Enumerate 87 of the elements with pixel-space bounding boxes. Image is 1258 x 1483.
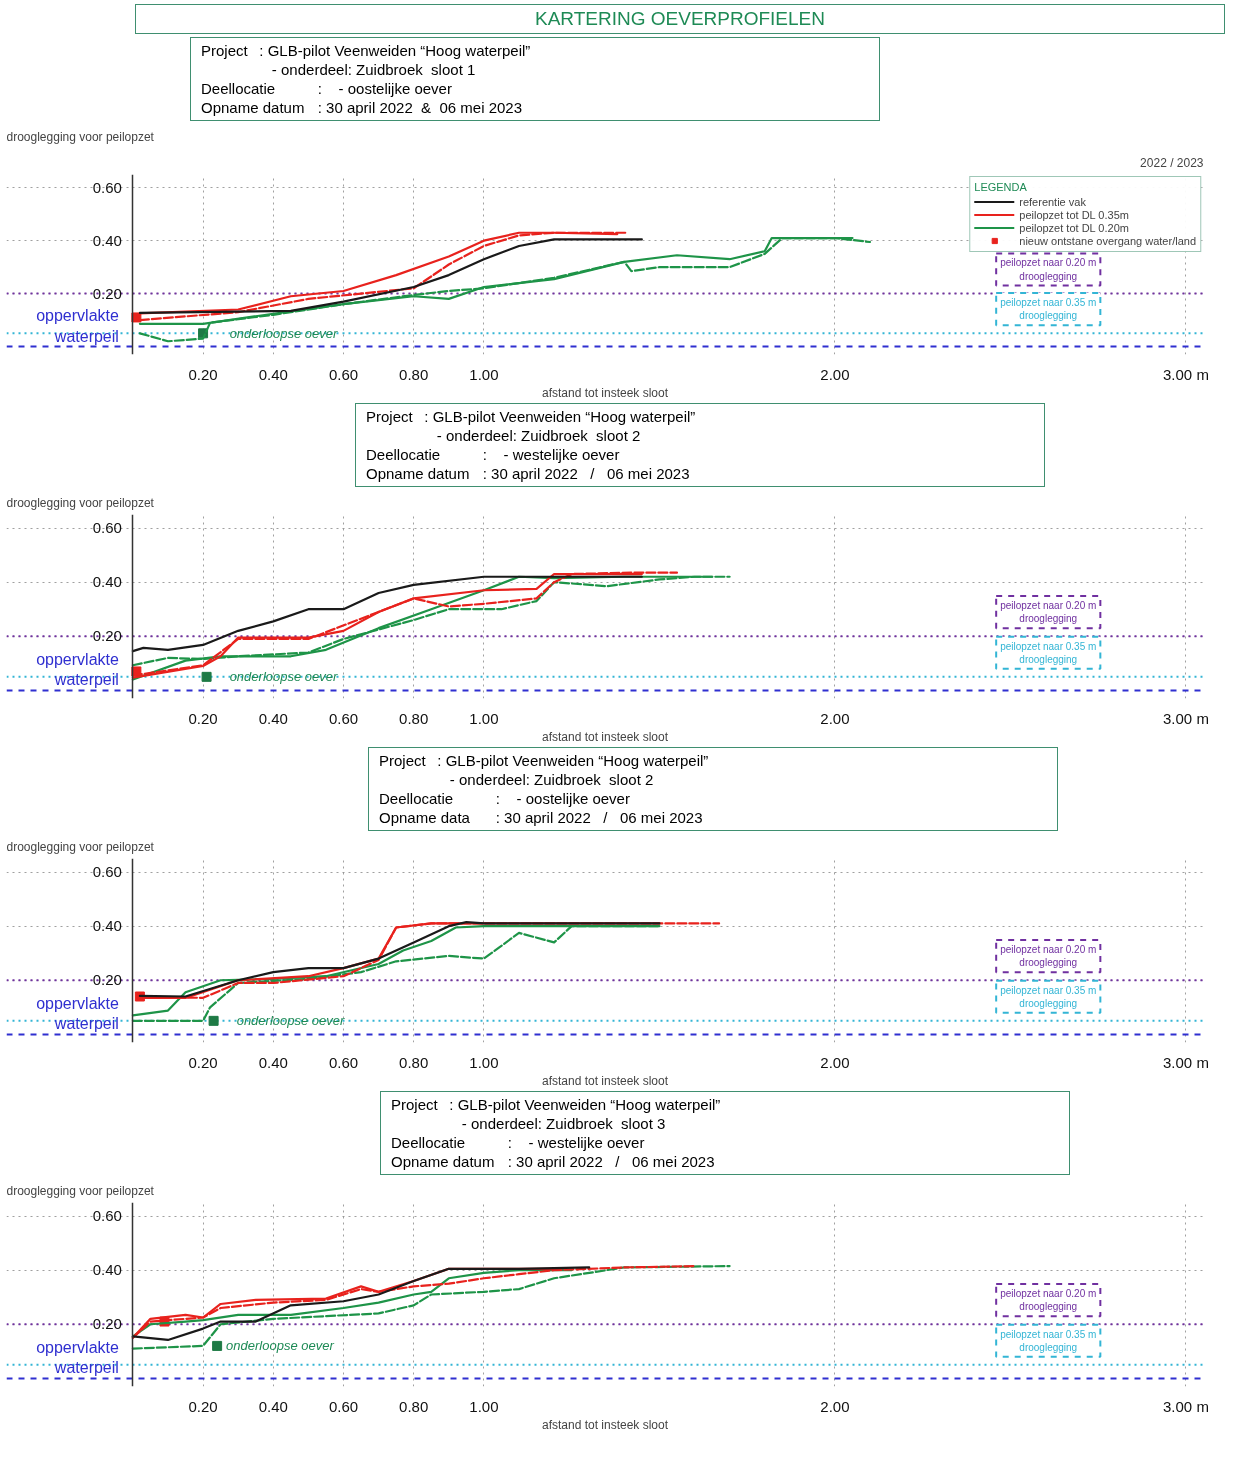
x-tick-label: 3.00 m (1163, 1053, 1209, 1071)
text: Deellocatie : - oostelijke oever (379, 790, 630, 807)
legend-label: referentie vak (1019, 195, 1086, 208)
text: Project : GLB-pilot Veenweiden “Hoog waterpeil” (379, 752, 709, 769)
text: Opname data : 30 april 2022 / 06 mei 2023 (379, 809, 703, 826)
x-tick-label: 1.00 (469, 1053, 499, 1071)
y-tick-label: 0.40 (92, 231, 122, 249)
legend-label: peilopzet tot DL 0.20m (1019, 221, 1129, 234)
ref-line-label: peilopzet naar 0.35 m drooglegging (1000, 640, 1097, 665)
text: Deellocatie : - westelijke oever (391, 1134, 645, 1151)
chart-title: KARTERING OEVERPROFIELEN (535, 7, 825, 31)
x-tick-label: 2.00 (820, 1397, 850, 1415)
x-tick-label: 0.60 (328, 709, 359, 727)
y-tick-label: 0.60 (92, 863, 122, 881)
x-tick-label: 0.60 (328, 365, 359, 383)
text: Opname datum : 30 april 2022 & 06 mei 2023 (201, 99, 523, 116)
x-tick-label: 1.00 (469, 1397, 499, 1415)
text: Opname datum : 30 april 2022 / 06 mei 2023 (366, 465, 690, 482)
x-tick-label: 3.00 m (1163, 1397, 1209, 1415)
x-tick-label: 0.20 (188, 709, 218, 727)
text: - onderdeel: Zuidbroek sloot 1 (271, 61, 476, 78)
x-tick-label: 0.80 (399, 1397, 429, 1415)
x-tick-label: 0.40 (258, 1397, 288, 1415)
annotation: onderloopse oever (229, 669, 338, 685)
x-tick-label: 1.00 (469, 365, 499, 383)
y-tick-label: 0.20 (92, 627, 122, 645)
x-tick-label: 0.40 (258, 709, 288, 727)
x-tick-label: 0.20 (188, 1397, 218, 1415)
annotation: onderloopse oever (226, 1338, 335, 1354)
ref-line-label: oppervlakte waterpeil (36, 650, 119, 689)
ref-line-label: oppervlakte waterpeil (36, 307, 119, 345)
ref-line-label: peilopzet naar 0.35 m drooglegging (1000, 297, 1097, 322)
ref-line-label: peilopzet naar 0.20 m drooglegging (1000, 600, 1097, 625)
x-tick-label: 0.20 (188, 365, 218, 383)
y-tick-label: 0.40 (92, 573, 122, 591)
text: Opname datum : 30 april 2022 / 06 mei 2023 (391, 1153, 715, 1170)
text: Deellocatie : - westelijke oever (366, 446, 620, 463)
x-axis-title: afstand tot insteek sloot (541, 1073, 669, 1088)
y-axis-title: drooglegging voor peilopzet (6, 129, 155, 144)
x-axis-title: afstand tot insteek sloot (541, 729, 669, 744)
ref-line-label: peilopzet naar 0.20 m drooglegging (1000, 944, 1097, 969)
x-axis-title: afstand tot insteek sloot (541, 1417, 669, 1432)
y-axis-title: drooglegging voor peilopzet (6, 839, 155, 854)
x-tick-label: 0.20 (188, 1053, 218, 1071)
text: - onderdeel: Zuidbroek sloot 2 (436, 427, 641, 444)
ref-line-label: oppervlakte waterpeil (36, 994, 119, 1033)
x-tick-label: 0.80 (399, 709, 429, 727)
y-tick-label: 0.60 (92, 178, 122, 196)
y-tick-label: 0.60 (92, 519, 122, 537)
ref-line-label: peilopzet naar 0.20 m drooglegging (1000, 1288, 1097, 1313)
x-tick-label: 2.00 (820, 709, 850, 727)
text: Project : GLB-pilot Veenweiden “Hoog waterpeil” (201, 42, 531, 59)
text: Project : GLB-pilot Veenweiden “Hoog waterpeil” (391, 1096, 721, 1113)
x-tick-label: 2.00 (820, 365, 850, 383)
y-tick-label: 0.40 (92, 1261, 122, 1279)
ref-line-label: peilopzet naar 0.35 m drooglegging (1000, 984, 1097, 1009)
text: Deellocatie : - oostelijke oever (201, 80, 452, 97)
x-tick-label: 3.00 m (1163, 709, 1209, 727)
y-tick-label: 0.20 (92, 1315, 122, 1333)
legend-label: nieuw ontstane overgang water/land (1019, 234, 1196, 247)
ref-line-label: peilopzet naar 0.35 m drooglegging (1000, 1328, 1097, 1353)
y-tick-label: 0.60 (92, 1207, 122, 1225)
text: Project : GLB-pilot Veenweiden “Hoog waterpeil” (366, 408, 696, 425)
x-axis-title: afstand tot insteek sloot (541, 385, 669, 400)
x-tick-label: 0.60 (328, 1053, 359, 1071)
y-tick-label: 0.40 (92, 917, 122, 935)
x-tick-label: 1.00 (469, 709, 499, 727)
x-tick-label: 3.00 m (1163, 365, 1209, 383)
annotation: onderloopse oever (236, 1013, 346, 1029)
x-tick-label: 0.40 (258, 365, 288, 383)
chart-subtitle: 2022 / 2023 (1140, 155, 1204, 170)
y-tick-label: 0.20 (92, 971, 122, 989)
legend-label: peilopzet tot DL 0.35m (1019, 208, 1129, 221)
y-axis-title: drooglegging voor peilopzet (6, 495, 155, 510)
x-tick-label: 0.80 (399, 365, 429, 383)
x-tick-label: 0.40 (258, 1053, 288, 1071)
text: - onderdeel: Zuidbroek sloot 2 (449, 771, 654, 788)
ref-line-label: peilopzet naar 0.20 m drooglegging (1000, 257, 1097, 282)
x-tick-label: 0.60 (328, 1397, 359, 1415)
x-tick-label: 0.80 (399, 1053, 429, 1071)
text: - onderdeel: Zuidbroek sloot 3 (461, 1115, 666, 1132)
legend-title: LEGENDA (974, 181, 1028, 193)
ref-line-label: oppervlakte waterpeil (36, 1338, 119, 1377)
y-tick-label: 0.20 (92, 284, 122, 302)
y-axis-title: drooglegging voor peilopzet (6, 1183, 155, 1198)
annotation: onderloopse oever (229, 325, 338, 341)
x-tick-label: 2.00 (820, 1053, 850, 1071)
